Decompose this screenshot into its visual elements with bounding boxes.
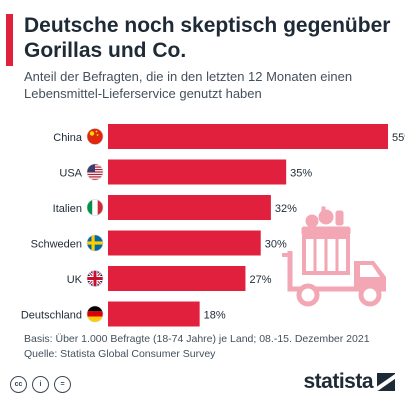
value-label: 35% <box>290 168 312 180</box>
bar <box>108 301 200 327</box>
license-icons: cc i = <box>10 376 71 393</box>
equals-icon[interactable]: = <box>54 376 71 393</box>
value-label: 32% <box>275 203 297 215</box>
title-accent-bar <box>6 14 13 66</box>
bar-row-deutschland: Deutschland 18% <box>21 301 226 327</box>
uk-flag-icon <box>86 270 104 287</box>
value-label: 30% <box>265 239 287 251</box>
category-label: UK <box>67 274 83 286</box>
bar-row-china: China 55% <box>53 124 405 149</box>
bar-row-uk: UK 27% <box>67 266 272 291</box>
bar <box>108 230 261 256</box>
bar-row-usa: USA 35% <box>59 159 312 185</box>
value-label: 55% <box>392 132 405 144</box>
chart-title: Deutsche noch skeptisch gegenüber Gorill… <box>24 14 391 62</box>
usa-flag-icon <box>86 163 104 181</box>
category-label: China <box>53 132 83 144</box>
category-label: Schweden <box>31 239 82 251</box>
bar-row-schweden: Schweden 30% <box>31 230 287 256</box>
bar <box>108 124 388 149</box>
cc-icon[interactable]: cc <box>10 376 27 393</box>
value-label: 18% <box>204 310 226 322</box>
statista-logo[interactable]: statista <box>303 370 395 394</box>
value-label: 27% <box>249 274 271 286</box>
chart-footer: Basis: Über 1.000 Befragte (18-74 Jahre)… <box>24 332 396 362</box>
bar <box>108 159 287 185</box>
by-icon[interactable]: i <box>32 376 49 393</box>
italy-flag-icon <box>86 199 104 216</box>
category-label: USA <box>59 168 82 180</box>
sweden-flag-icon <box>86 234 104 252</box>
logo-text: statista <box>303 370 373 393</box>
footer-source: Quelle: Statista Global Consumer Survey <box>24 348 216 360</box>
bar-chart: China 55% USA 35% Italien 32% Schweden 30% UK 27%… <box>21 124 405 327</box>
logo-mark-icon <box>377 373 395 391</box>
delivery-truck-icon <box>282 206 386 307</box>
footer-basis: Basis: Über 1.000 Befragte (18-74 Jahre)… <box>24 333 370 345</box>
germany-flag-icon <box>86 305 104 323</box>
category-label: Italien <box>53 203 82 215</box>
bar <box>108 266 246 291</box>
branding-bar: cc i = statista <box>0 366 405 405</box>
chart-subtitle: Anteil der Befragten, die in den letzten… <box>24 69 353 101</box>
bar <box>108 195 271 220</box>
category-label: Deutschland <box>21 310 82 322</box>
bar-row-italien: Italien 32% <box>53 195 297 220</box>
china-flag-icon <box>86 128 104 145</box>
